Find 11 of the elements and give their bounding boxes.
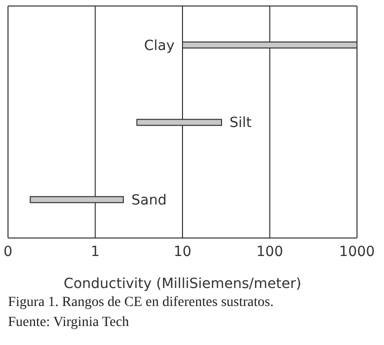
y-tick-label: Sand bbox=[131, 192, 167, 209]
x-tick-label: 1 bbox=[90, 244, 100, 260]
text: Figura 1. Rangos de CE en diferentes sustratos. bbox=[8, 294, 274, 312]
x-tick-label: 1000 bbox=[339, 244, 375, 260]
x-axis-title: Conductivity (MilliSiemens/meter) bbox=[64, 276, 302, 292]
y-tick-label: Clay bbox=[144, 38, 174, 54]
x-tick-label: 0 bbox=[4, 244, 12, 260]
y-tick-label: Silt bbox=[230, 115, 252, 132]
x-tick-label: 10 bbox=[174, 244, 192, 260]
source-note: Fuente: Virginia Tech bbox=[8, 314, 130, 332]
x-tick-label: 100 bbox=[256, 244, 284, 260]
